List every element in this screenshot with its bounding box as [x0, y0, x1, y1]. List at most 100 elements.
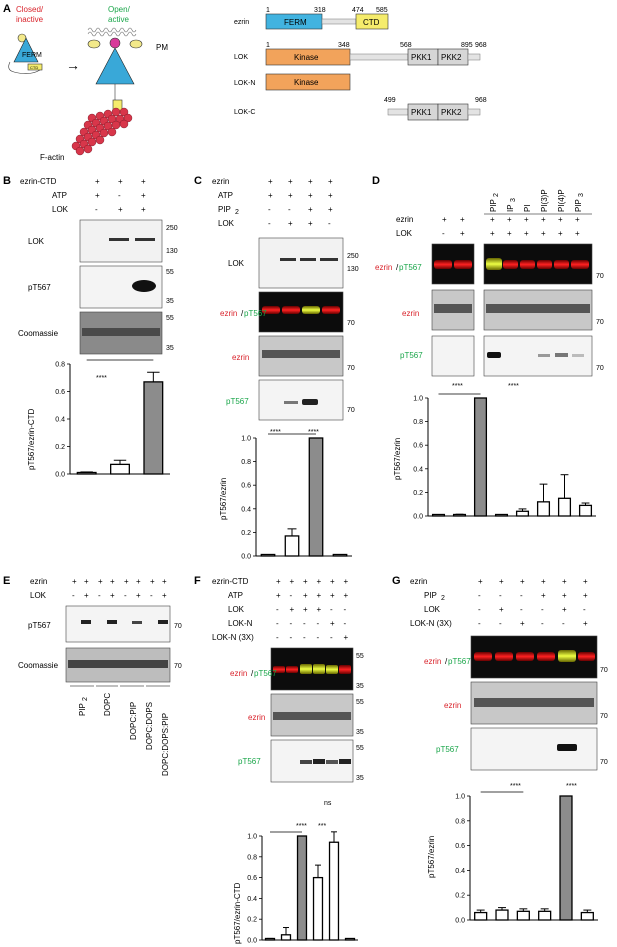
bar — [473, 397, 488, 517]
sign: + — [303, 591, 308, 600]
row-label: ATP — [52, 191, 67, 200]
mw-marker: 70 — [596, 319, 604, 326]
bar — [559, 795, 573, 921]
lipid-labels: PIP 2 DOPC DOPC:PIP DOPC:DOPS DOPC:DOPS:… — [70, 685, 170, 776]
blot-label: pT567 — [226, 397, 249, 406]
lokc-pkk1-label: PKK1 — [411, 108, 432, 117]
open-ezrin-cartoon: PM — [87, 27, 168, 113]
significance: **** — [96, 375, 107, 382]
sign: + — [288, 191, 293, 200]
panel-label-e: E — [3, 575, 10, 587]
significance: *** — [318, 823, 326, 830]
mw-marker: 70 — [347, 320, 355, 327]
column-headers: PIP 2 IP 3 PI PI(3)P PI(4)P PIP 3 — [484, 189, 592, 215]
bar — [280, 934, 292, 941]
y-tick-label: 0.4 — [241, 506, 251, 513]
sign: - — [268, 205, 271, 214]
sign: + — [276, 591, 281, 600]
sign: + — [136, 591, 141, 600]
sign: + — [268, 191, 273, 200]
sign: + — [507, 215, 512, 224]
sign: + — [110, 577, 115, 586]
sign: - — [317, 619, 320, 628]
sign: + — [268, 177, 273, 186]
sign: + — [317, 591, 322, 600]
bar — [76, 471, 97, 475]
blot-label: ezrin — [220, 309, 237, 318]
col-label: IP — [506, 204, 515, 212]
bar — [557, 497, 572, 517]
significance: **** — [510, 783, 521, 790]
blot-label: pT567 — [400, 351, 423, 360]
col-label: PI(3)P — [540, 189, 549, 212]
ezrin-ctd-label: CTD — [363, 18, 380, 27]
sign: + — [141, 191, 146, 200]
sign: - — [276, 619, 279, 628]
sign: - — [290, 633, 293, 642]
sign: - — [290, 619, 293, 628]
sign: + — [499, 577, 504, 586]
sign: + — [442, 215, 447, 224]
sign: + — [344, 577, 349, 586]
significance: **** — [452, 383, 463, 390]
mw-marker: 70 — [174, 623, 182, 630]
col-label: DOPC:PIP — [129, 702, 138, 740]
blot-label: / — [445, 657, 448, 666]
sign: + — [328, 205, 333, 214]
chart-b: 0.0 0.2 0.4 0.6 0.8 — [55, 359, 170, 479]
sign: - — [118, 191, 121, 200]
bar — [312, 876, 324, 941]
y-tick-label: 0.2 — [241, 530, 251, 537]
sign: + — [308, 191, 313, 200]
row-label: ATP — [218, 191, 233, 200]
blot-band — [135, 238, 155, 241]
sign: - — [290, 591, 293, 600]
lok-n568: 568 — [400, 42, 412, 49]
blot-label: Coomassie — [18, 329, 59, 338]
y-tick-label: 0.6 — [55, 389, 65, 396]
bar — [260, 553, 276, 557]
blot-label: LOK — [228, 259, 245, 268]
row-label: ezrin — [212, 177, 229, 186]
bar — [328, 841, 340, 941]
lokn-kinase-label: Kinase — [294, 78, 319, 87]
row-label: LOK-N — [228, 619, 253, 628]
sign: + — [541, 591, 546, 600]
sign: - — [303, 633, 306, 642]
y-tick-label: 0.4 — [455, 868, 465, 875]
lok-n1: 1 — [266, 42, 270, 49]
row-label: LOK — [52, 205, 69, 214]
y-tick-label: 0.8 — [55, 362, 65, 369]
lokc-n968: 968 — [475, 97, 487, 104]
y-tick-label: 0.2 — [455, 893, 465, 900]
sign: + — [308, 205, 313, 214]
sign: + — [162, 577, 167, 586]
lok-pkk2-label: PKK2 — [441, 53, 462, 62]
f-actin-cartoon — [71, 107, 133, 156]
blot-label: / — [396, 263, 399, 272]
row-label: ezrin — [410, 577, 427, 586]
y-tick-label: 0.6 — [413, 443, 423, 450]
sign: + — [460, 229, 465, 238]
sign: + — [460, 215, 465, 224]
sign: - — [562, 619, 565, 628]
sign: + — [84, 591, 89, 600]
sign: + — [541, 215, 546, 224]
bar — [495, 909, 509, 921]
sign: + — [330, 591, 335, 600]
sign: + — [98, 577, 103, 586]
sign: + — [499, 605, 504, 614]
mw-marker: 35 — [166, 298, 174, 305]
sign: + — [276, 577, 281, 586]
mw-marker: 70 — [174, 663, 182, 670]
sign: - — [520, 605, 523, 614]
sign: - — [442, 229, 445, 238]
sign: - — [478, 605, 481, 614]
sign: - — [150, 591, 153, 600]
col-label: DOPC:DOPS — [145, 702, 154, 750]
panel-label-c: C — [194, 175, 202, 187]
col-label: PIP — [574, 199, 583, 212]
sign: + — [562, 577, 567, 586]
panel-label-b: B — [3, 175, 11, 187]
blot-label: pT567 — [448, 657, 471, 666]
